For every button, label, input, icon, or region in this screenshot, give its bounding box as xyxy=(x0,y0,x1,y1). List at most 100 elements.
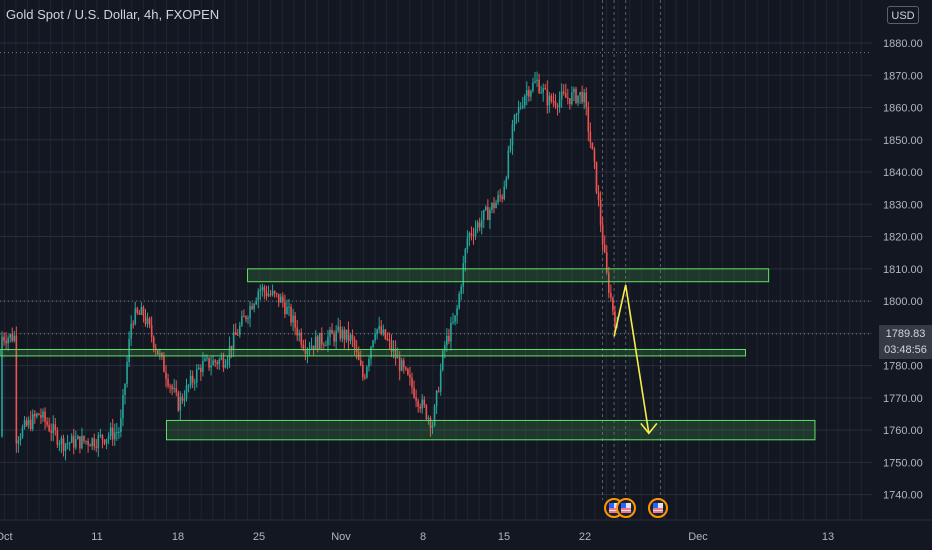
candle-body xyxy=(64,443,67,451)
candle-body xyxy=(450,322,452,342)
candle-body xyxy=(152,336,155,348)
candle-body xyxy=(179,396,182,411)
candle-body xyxy=(21,427,24,438)
symbol-title[interactable]: Gold Spot / U.S. Dollar, 4h, FXOPEN xyxy=(6,7,220,22)
projection-path[interactable] xyxy=(613,284,658,435)
candle-body xyxy=(593,149,596,162)
x-tick-label: 15 xyxy=(498,531,510,543)
candle-body xyxy=(368,358,370,367)
candle-body xyxy=(335,330,337,342)
candle-body xyxy=(126,362,128,384)
candle-body xyxy=(91,438,93,447)
candle-body xyxy=(495,202,497,209)
candle-body xyxy=(169,385,171,387)
candle-body xyxy=(378,326,380,330)
candle-body xyxy=(171,386,173,390)
candle-body xyxy=(19,437,22,441)
candle-body xyxy=(148,318,151,325)
candle-body xyxy=(370,346,372,359)
candle-body xyxy=(107,435,110,439)
candle-body xyxy=(464,249,467,264)
candle-body xyxy=(243,316,245,318)
economic-events[interactable] xyxy=(604,498,668,518)
candle-body xyxy=(472,235,475,237)
candle-body xyxy=(62,438,65,451)
time-axis-panel xyxy=(0,520,932,550)
y-tick-label: 1880.00 xyxy=(883,38,923,50)
candle-body xyxy=(5,340,7,344)
candle-body xyxy=(275,293,278,295)
candle-body xyxy=(58,444,61,446)
candle-body xyxy=(337,326,339,331)
candle-body xyxy=(491,202,493,211)
candle-body xyxy=(392,348,395,352)
candle-body xyxy=(542,88,544,93)
candle-body xyxy=(589,131,592,143)
candle-body xyxy=(198,367,200,370)
candle-body xyxy=(93,438,96,447)
y-tick-label: 1800.00 xyxy=(883,296,923,308)
candle-body xyxy=(239,325,241,335)
candle-body xyxy=(546,89,549,106)
candle-body xyxy=(331,329,333,334)
time-axis[interactable]: Oct 11 18 25 Nov 8 15 22 Dec 13 xyxy=(0,519,932,550)
candle-body xyxy=(362,365,364,378)
candle-body xyxy=(304,348,307,355)
x-tick-label: Dec xyxy=(688,531,708,543)
candle-body xyxy=(216,362,219,365)
candles xyxy=(1,71,618,461)
candle-body xyxy=(267,294,270,297)
candle-body xyxy=(523,95,526,106)
candle-body xyxy=(583,92,585,103)
candle-body xyxy=(333,333,335,342)
candle-body xyxy=(286,306,288,314)
candle-body xyxy=(85,441,87,443)
candle-body xyxy=(212,360,214,366)
candle-body xyxy=(118,432,120,434)
candle-body xyxy=(257,291,260,301)
candle-body xyxy=(247,318,249,320)
candle-body xyxy=(202,361,204,373)
candle-body xyxy=(9,334,11,339)
candle-body xyxy=(124,383,126,396)
candle-body xyxy=(259,289,262,292)
candle-body xyxy=(405,367,407,369)
candle-body xyxy=(128,338,130,363)
last-price-value: 1789.83 xyxy=(885,328,926,340)
candle-body xyxy=(222,357,225,368)
candle-body xyxy=(230,345,233,350)
candle-body xyxy=(478,222,481,228)
candle-body xyxy=(509,145,512,151)
candle-body xyxy=(116,432,118,434)
candle-body xyxy=(601,224,604,245)
candle-body xyxy=(195,369,198,383)
candle-body xyxy=(210,365,212,368)
currency-button[interactable]: USD xyxy=(887,6,919,24)
candle-body xyxy=(208,357,210,368)
candle-body xyxy=(70,435,73,443)
y-tick-label: 1840.00 xyxy=(883,167,923,179)
candle-body xyxy=(353,339,356,349)
price-axis[interactable]: 1740.001750.001760.001770.001780.001790.… xyxy=(872,0,932,550)
candle-body xyxy=(132,323,134,325)
candle-body xyxy=(189,375,192,386)
candle-body xyxy=(468,233,471,238)
candle-body xyxy=(474,228,477,236)
candle-body xyxy=(407,368,409,375)
candle-body xyxy=(554,101,557,106)
zone-support xyxy=(0,348,746,357)
candle-body xyxy=(236,334,239,336)
candle-body xyxy=(173,388,175,390)
zones[interactable] xyxy=(0,268,816,441)
candle-body xyxy=(228,345,231,360)
candle-body xyxy=(534,81,536,83)
candle-body xyxy=(296,327,298,336)
candle-body xyxy=(191,375,194,383)
candle-body xyxy=(454,315,456,322)
candle-body xyxy=(431,425,434,428)
candle-body xyxy=(435,390,438,407)
zone-target xyxy=(165,419,816,441)
candle-body xyxy=(200,367,202,373)
flag-canton xyxy=(653,503,658,508)
